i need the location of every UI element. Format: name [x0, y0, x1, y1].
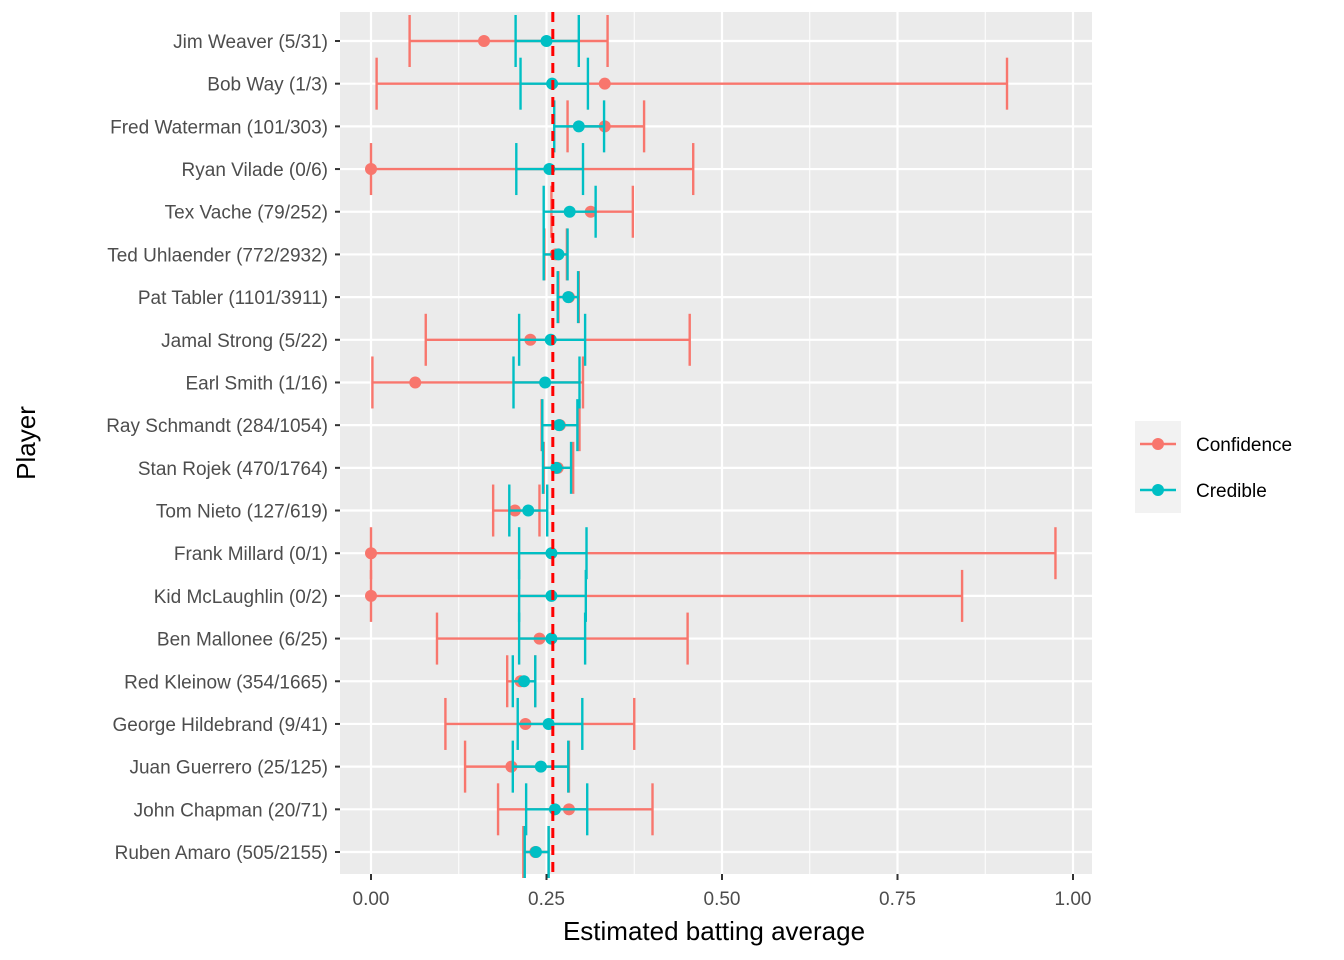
legend-point	[1152, 438, 1164, 450]
y-tick-label: Earl Smith (1/16)	[185, 373, 328, 394]
point-estimate	[544, 333, 557, 346]
x-tick-label: 0.50	[704, 889, 741, 910]
legend-point	[1152, 484, 1164, 496]
point-estimate	[505, 760, 518, 773]
point-estimate	[563, 205, 576, 218]
point-estimate	[548, 803, 561, 816]
point-estimate	[518, 675, 531, 688]
point-estimate	[365, 589, 377, 602]
x-tick-label: 1.00	[1055, 889, 1092, 910]
legend: Confidence Credible	[1135, 421, 1292, 513]
y-tick-label: Juan Guerrero (25/125)	[129, 758, 328, 779]
y-tick-label: Fred Waterman (101/303)	[110, 117, 328, 138]
point-estimate	[522, 504, 535, 517]
y-tick-label: Bob Way (1/3)	[207, 75, 328, 96]
point-estimate	[409, 376, 422, 389]
x-axis-title: Estimated batting average	[563, 916, 865, 946]
y-tick-label: Ben Mallonee (6/25)	[157, 630, 328, 651]
point-estimate	[545, 632, 558, 645]
y-tick-label: Ruben Amaro (505/2155)	[115, 843, 328, 864]
y-tick-label: Stan Rojek (470/1764)	[138, 459, 328, 480]
point-estimate	[365, 547, 377, 560]
y-tick-label: Jim Weaver (5/31)	[173, 32, 328, 53]
y-axis: Jim Weaver (5/31) Bob Way (1/3) Fred Water…	[106, 32, 340, 864]
point-estimate	[540, 35, 553, 47]
y-tick-label: Jamal Strong (5/22)	[161, 331, 328, 352]
x-tick-label: 0.25	[528, 889, 565, 910]
y-tick-label: Pat Tabler (1101/3911)	[138, 288, 328, 309]
point-estimate	[572, 120, 585, 133]
point-estimate	[478, 35, 491, 47]
grid	[340, 12, 1092, 874]
y-tick-label: Tom Nieto (127/619)	[156, 502, 328, 523]
y-axis-title: Player	[11, 406, 41, 480]
point-estimate	[550, 461, 563, 474]
legend-item-confidence: Confidence	[1140, 435, 1292, 456]
point-estimate	[534, 760, 547, 773]
y-tick-label: Ted Uhlaender (772/2932)	[107, 245, 328, 266]
point-estimate	[529, 846, 542, 858]
legend-label: Confidence	[1196, 435, 1292, 456]
marks	[365, 12, 1057, 878]
y-tick-label: Red Kleinow (354/1665)	[124, 672, 328, 693]
x-axis: 0.00 0.25 0.50 0.75 1.00	[353, 874, 1092, 910]
y-tick-label: Ryan Vilade (0/6)	[182, 160, 328, 181]
point-estimate	[545, 547, 558, 560]
legend-label: Credible	[1196, 481, 1267, 502]
legend-item-credible: Credible	[1140, 481, 1267, 502]
point-estimate	[539, 376, 552, 389]
y-tick-label: Ray Schmandt (284/1054)	[106, 416, 328, 437]
y-tick-label: George Hildebrand (9/41)	[113, 715, 328, 736]
y-tick-label: Frank Millard (0/1)	[174, 544, 328, 565]
plot-panel	[340, 12, 1092, 874]
legend-key-background	[1135, 421, 1181, 513]
x-tick-label: 0.00	[353, 889, 390, 910]
y-tick-label: John Chapman (20/71)	[134, 800, 328, 821]
y-tick-label: Kid McLaughlin (0/2)	[154, 587, 328, 608]
point-estimate	[553, 419, 566, 432]
x-tick-label: 0.75	[879, 889, 916, 910]
point-estimate	[365, 163, 377, 176]
point-estimate	[552, 248, 565, 261]
point-estimate	[562, 291, 575, 304]
point-estimate	[598, 77, 611, 90]
y-tick-label: Tex Vache (79/252)	[165, 203, 328, 224]
